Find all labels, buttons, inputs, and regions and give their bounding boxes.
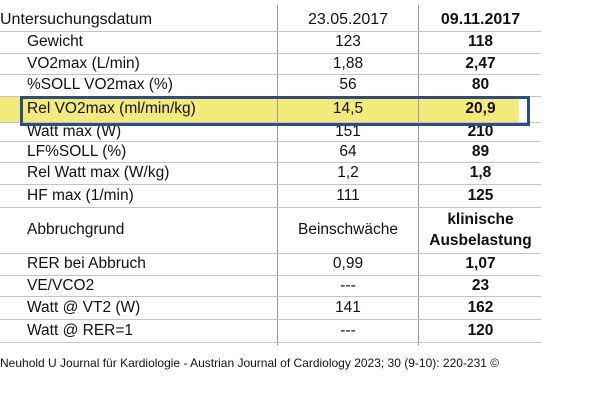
row-value-2: 1,8	[469, 164, 492, 181]
row-label: Rel VO2max (ml/min/kg)	[27, 100, 196, 117]
row-label: Rel Watt max (W/kg)	[27, 164, 170, 181]
table-row: Rel Watt max (W/kg) 1,2 1,8	[0, 162, 541, 184]
row-divider	[0, 162, 541, 163]
row-divider	[0, 184, 541, 185]
row-label: VO2max (L/min)	[27, 54, 140, 72]
row-value-1: ---	[340, 321, 356, 339]
row-value-1: 1,2	[337, 164, 359, 181]
row-label: %SOLL VO2max (%)	[27, 76, 173, 93]
row-divider	[0, 53, 541, 54]
row-label: VE/VCO2	[27, 276, 95, 294]
row-label: HF max (1/min)	[27, 186, 134, 204]
table-row: Abbruchgrund Beinschwäche klinische Ausb…	[0, 207, 541, 253]
row-value-2: klinische Ausbelastung	[419, 207, 542, 253]
row-value-1: 123	[335, 33, 361, 50]
row-value-2: 210	[467, 122, 494, 140]
row-divider	[0, 275, 541, 276]
table-row: Watt @ RER=1 --- 120	[0, 319, 541, 342]
row-divider	[0, 342, 541, 343]
row-divider	[0, 207, 541, 208]
table-row: VO2max (L/min) 1,88 2,47	[0, 53, 541, 74]
row-divider	[0, 141, 541, 142]
row-value-1: 151	[335, 122, 361, 140]
row-value-2: 80	[471, 76, 490, 93]
table-row: Watt @ VT2 (W) 141 162	[0, 296, 541, 319]
row-label: Watt @ VT2 (W)	[27, 298, 141, 316]
column-divider	[418, 5, 419, 345]
row-value-2: 120	[467, 321, 494, 339]
row-divider	[0, 31, 541, 32]
row-value-2: 125	[467, 186, 494, 204]
row-value-2: 2,47	[465, 54, 496, 72]
citation-text: Neuhold U Journal für Kardiologie - Aust…	[0, 356, 500, 370]
row-label: Watt @ RER=1	[27, 321, 134, 339]
table-row: VE/VCO2 --- 23	[0, 275, 541, 296]
table-row: LF%SOLL (%) 64 89	[0, 141, 541, 162]
table-row: %SOLL VO2max (%) 56 80	[0, 74, 541, 96]
row-label: Abbruchgrund	[27, 221, 125, 238]
table-row: Gewicht 123 118	[0, 31, 541, 53]
column-divider	[277, 5, 278, 345]
table-row-highlighted: Rel VO2max (ml/min/kg) 14,5 20,9	[0, 97, 541, 121]
row-label: Watt max (W)	[27, 122, 122, 140]
row-value-1: 14,5	[332, 100, 364, 117]
row-value-2: 162	[467, 298, 494, 316]
row-divider	[0, 296, 541, 297]
highlight-frame	[20, 96, 530, 126]
row-value-1: 56	[339, 76, 357, 93]
data-table: Untersuchungsdatum 23.05.2017 09.11.2017…	[0, 5, 541, 345]
header-label: Untersuchungsdatum	[0, 10, 153, 28]
row-label: LF%SOLL (%)	[27, 142, 127, 160]
row-value-1: 1,88	[332, 54, 364, 72]
row-value-1: 64	[339, 142, 357, 160]
row-value-2: 1,07	[465, 255, 496, 272]
row-label: Gewicht	[27, 33, 83, 50]
table-header-row: Untersuchungsdatum 23.05.2017 09.11.2017	[0, 8, 541, 31]
row-divider	[0, 319, 541, 320]
header-date-1: 23.05.2017	[307, 10, 389, 28]
table-row: RER bei Abbruch 0,99 1,07	[0, 253, 541, 275]
row-highlight	[0, 96, 519, 122]
row-value-2: 20,9	[465, 100, 496, 117]
row-label: RER bei Abbruch	[27, 255, 146, 272]
row-value-1: 141	[335, 298, 361, 316]
row-value-2-line-1: klinische	[447, 211, 514, 228]
row-value-2-line-2: Ausbelastung	[429, 232, 532, 249]
row-value-1: 0,99	[332, 255, 364, 272]
table-row: HF max (1/min) 111 125	[0, 184, 541, 207]
row-value-1: 111	[336, 186, 360, 204]
row-value-1: ---	[340, 276, 356, 294]
row-value-2: 89	[471, 142, 490, 160]
row-value-2: 118	[467, 33, 493, 50]
row-divider	[0, 74, 541, 75]
row-value-1: Beinschwäche	[298, 221, 398, 238]
header-date-2: 09.11.2017	[440, 10, 521, 28]
table-row: Watt max (W) 151 210	[0, 122, 541, 141]
row-divider	[0, 253, 541, 254]
row-divider	[0, 122, 541, 123]
row-value-2: 23	[471, 276, 490, 294]
